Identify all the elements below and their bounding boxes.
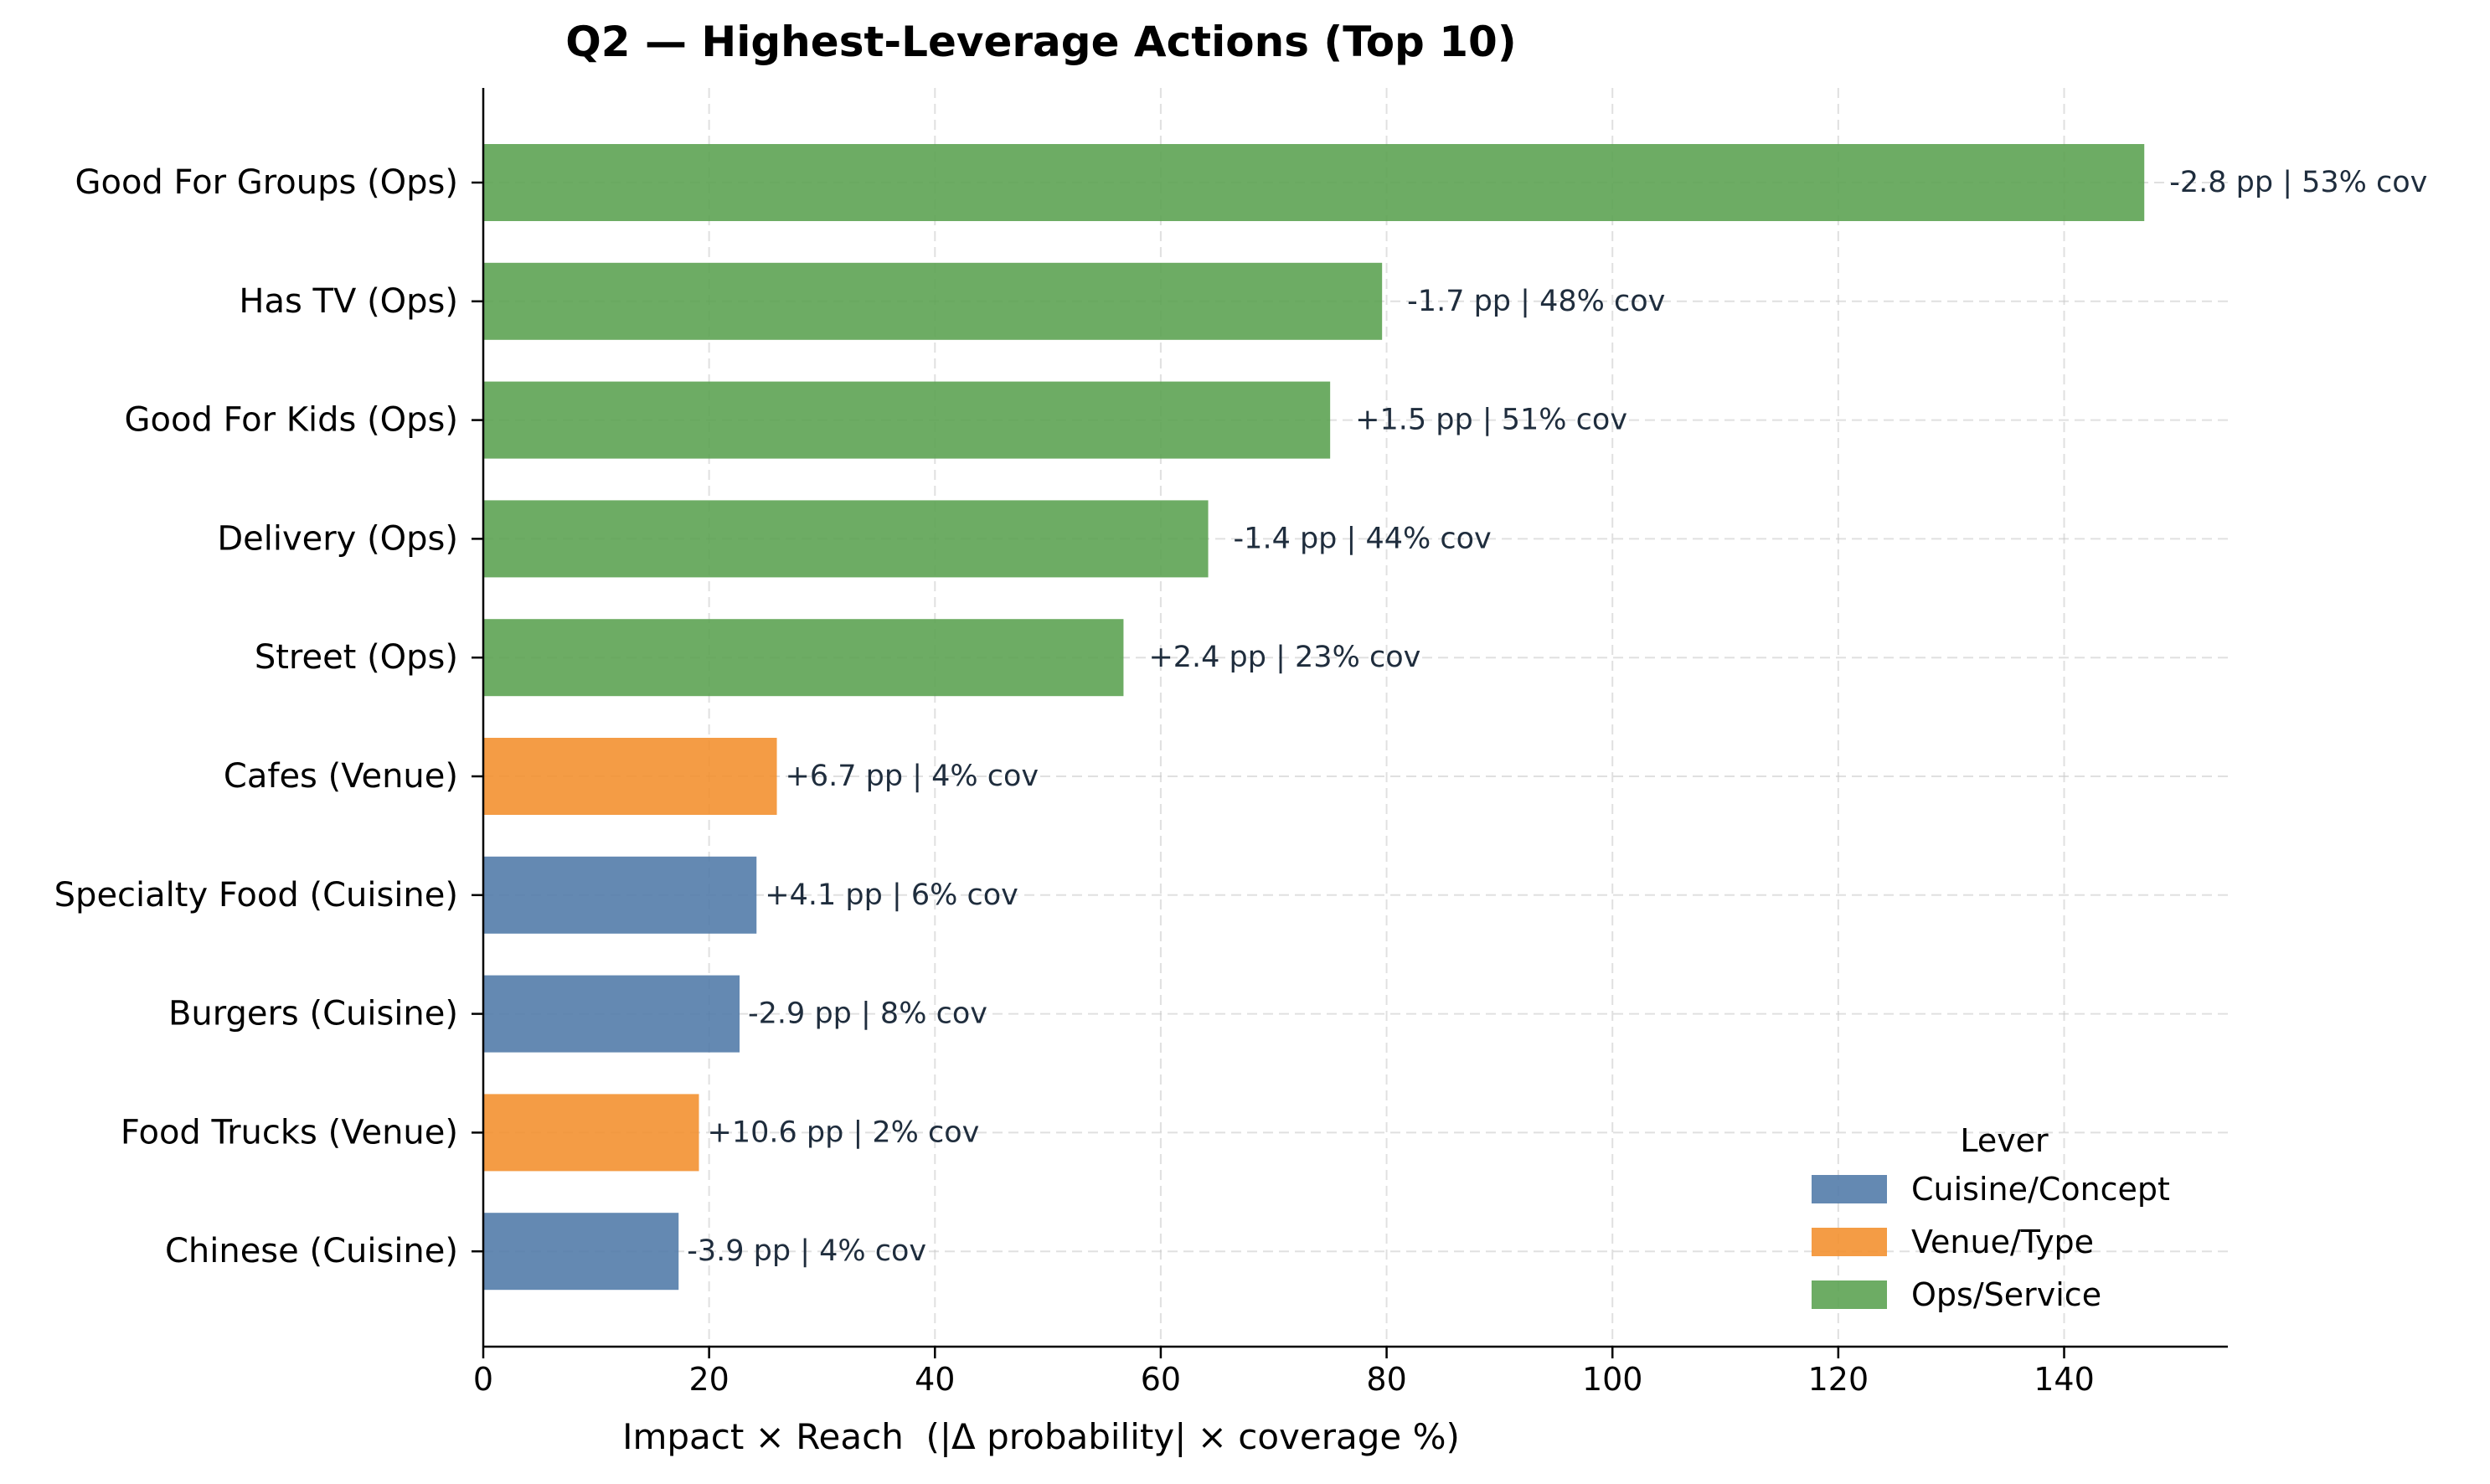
legend-label: Cuisine/Concept (1911, 1171, 2170, 1208)
bars-layer (483, 144, 2145, 1291)
bar (483, 738, 777, 815)
y-tick-label: Specialty Food (Cuisine) (54, 876, 458, 915)
chart-title: Q2 — Highest-Leverage Actions (Top 10) (565, 18, 1516, 66)
bar-annotation: -1.7 pp | 48% cov (1407, 285, 1665, 318)
bar (483, 1213, 679, 1291)
bar-annotation: +4.1 pp | 6% cov (765, 879, 1018, 912)
x-tick-label: 80 (1366, 1361, 1406, 1398)
bar (483, 1094, 699, 1172)
legend-title: Lever (1960, 1122, 2049, 1159)
legend-label: Venue/Type (1911, 1224, 2094, 1260)
bar-annotation: +6.7 pp | 4% cov (786, 760, 1039, 793)
x-axis-label: Impact × Reach (|Δ probability| × covera… (622, 1416, 1460, 1457)
bar (483, 856, 757, 934)
y-tick-label: Good For Groups (Ops) (75, 163, 458, 202)
x-tick-label: 0 (473, 1361, 493, 1398)
legend: Lever Cuisine/Concept Venue/Type Ops/Servi… (1812, 1122, 2170, 1313)
bar (483, 500, 1209, 578)
legend-swatch (1812, 1175, 1887, 1203)
y-tick-label: Good For Kids (Ops) (125, 401, 458, 440)
labels-layer: Good For Groups (Ops) -2.8 pp | 53% cov Ha… (54, 163, 2428, 1398)
y-tick-label: Has TV (Ops) (239, 282, 458, 321)
y-tick-label: Street (Ops) (255, 638, 458, 677)
bar (483, 619, 1124, 697)
y-tick-label: Burgers (Cuisine) (168, 995, 458, 1033)
bar-annotation: -2.9 pp | 8% cov (748, 997, 987, 1031)
x-tick-label: 40 (915, 1361, 955, 1398)
x-tick-label: 20 (688, 1361, 729, 1398)
bar (483, 144, 2145, 221)
legend-swatch (1812, 1228, 1887, 1256)
legend-label: Ops/Service (1911, 1276, 2101, 1313)
bar (483, 381, 1331, 459)
x-tick-label: 120 (1808, 1361, 1869, 1398)
x-tick-label: 140 (2034, 1361, 2095, 1398)
x-tick-label: 60 (1141, 1361, 1181, 1398)
bar-annotation: +1.5 pp | 51% cov (1355, 404, 1627, 437)
bar (483, 975, 740, 1053)
bar-annotation: +2.4 pp | 23% cov (1148, 641, 1420, 674)
bar (483, 262, 1383, 340)
bar-annotation: -1.4 pp | 44% cov (1234, 522, 1492, 555)
legend-swatch (1812, 1280, 1887, 1309)
bar-annotation: -2.8 pp | 53% cov (2169, 166, 2427, 199)
y-tick-label: Chinese (Cuisine) (165, 1232, 458, 1270)
y-tick-label: Food Trucks (Venue) (121, 1113, 458, 1152)
y-tick-label: Delivery (Ops) (217, 519, 458, 558)
x-tick-label: 100 (1582, 1361, 1643, 1398)
y-tick-label: Cafes (Venue) (224, 757, 458, 796)
bar-annotation: -3.9 pp | 4% cov (687, 1234, 926, 1268)
axes-layer (472, 88, 2228, 1358)
bar-annotation: +10.6 pp | 2% cov (708, 1116, 980, 1149)
